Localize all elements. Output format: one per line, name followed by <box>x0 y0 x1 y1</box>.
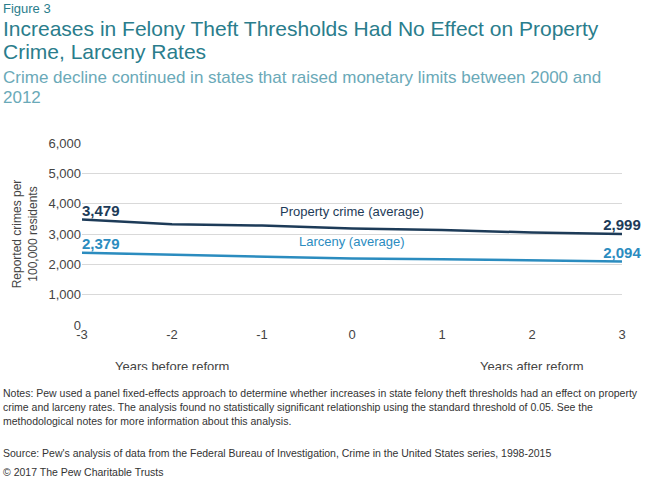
svg-text:1: 1 <box>438 327 445 342</box>
svg-text:5,000: 5,000 <box>48 166 81 181</box>
svg-text:Larceny (average): Larceny (average) <box>299 234 405 249</box>
svg-text:6,000: 6,000 <box>48 136 81 151</box>
html-text:© 2017 The Pew Charitable Trus: © 2017 The Pew Charitable Trusts <box>3 466 164 478</box>
svg-text:1,000: 1,000 <box>48 287 81 302</box>
svg-text:Property crime (average): Property crime (average) <box>280 204 424 219</box>
svg-text:3,479: 3,479 <box>82 202 120 219</box>
svg-text:Years before reform: Years before reform <box>115 359 229 370</box>
svg-text:3,000: 3,000 <box>48 227 81 242</box>
svg-text:2,379: 2,379 <box>82 235 120 252</box>
svg-text:2,094: 2,094 <box>603 244 641 261</box>
svg-text:2: 2 <box>528 327 535 342</box>
svg-text:-1: -1 <box>256 327 268 342</box>
html-text:Source: Pew's analysis of data: Source: Pew's analysis of data from the … <box>3 447 552 459</box>
html-text:Figure 3: Figure 3 <box>3 1 51 16</box>
svg-text:Years after reform: Years after reform <box>480 359 584 370</box>
svg-text:0: 0 <box>348 327 355 342</box>
svg-text:-3: -3 <box>76 327 88 342</box>
svg-text:0: 0 <box>74 318 81 333</box>
svg-text:3: 3 <box>618 327 625 342</box>
html-text:Crime decline continued in sta: Crime decline continued in states that r… <box>3 68 602 107</box>
svg-text:-2: -2 <box>166 327 178 342</box>
svg-text:Reported crimes per100,000 res: Reported crimes per100,000 residents <box>10 180 40 289</box>
svg-text:2,000: 2,000 <box>48 257 81 272</box>
html-text:Increases in Felony Theft Thre: Increases in Felony Theft Thresholds Had… <box>3 17 599 63</box>
svg-text:2,999: 2,999 <box>603 216 641 233</box>
svg-text:4,000: 4,000 <box>48 196 81 211</box>
html-text:Notes: Pew used a panel fixed-: Notes: Pew used a panel fixed-effects ap… <box>3 387 638 427</box>
